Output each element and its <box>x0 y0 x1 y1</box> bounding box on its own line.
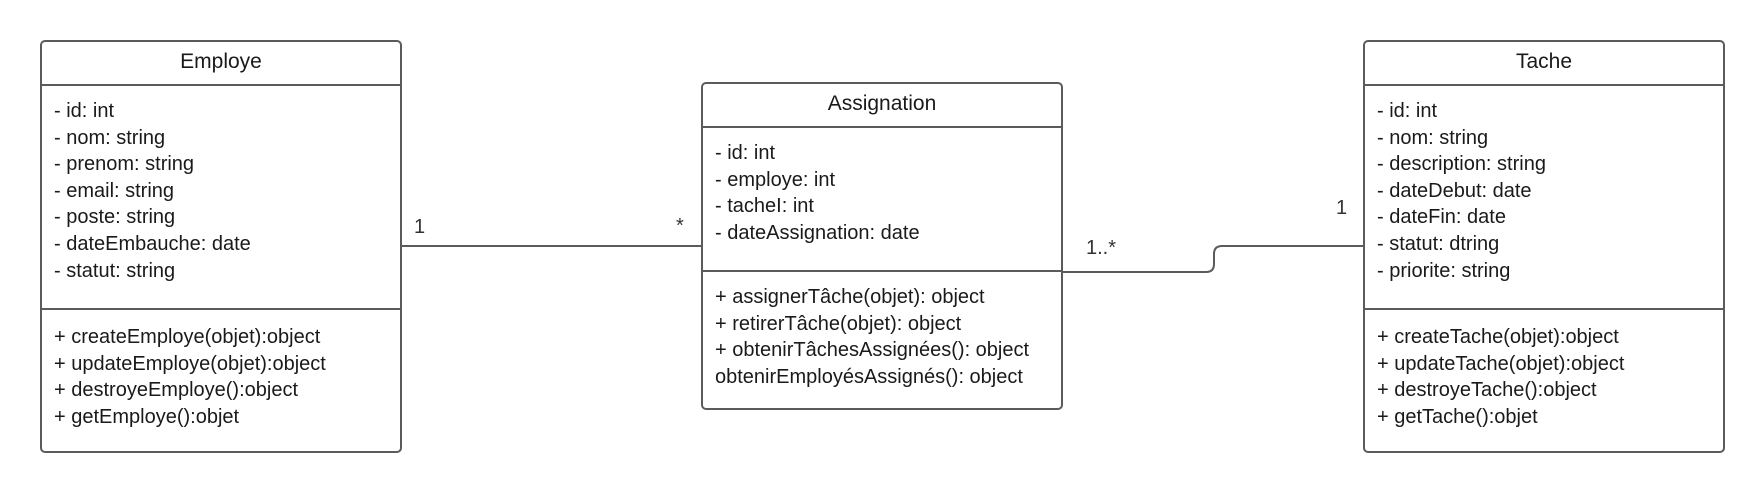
attribute: - id: int <box>54 100 115 122</box>
divider <box>42 308 400 310</box>
multiplicity-tache-side: 1 <box>1336 197 1348 219</box>
class-tache[interactable]: Tache - id: int - nom: string - descript… <box>1363 40 1725 453</box>
method: + destroyeTache():object <box>1377 379 1597 402</box>
method: + assignerTâche(objet): object <box>715 286 985 308</box>
method: + getTache():objet <box>1377 405 1538 428</box>
methods-employe: + createEmploye(objet):object + updateEm… <box>42 312 400 430</box>
method: + createTache(objet):object <box>1377 326 1619 348</box>
attribute: - id: int <box>715 142 776 164</box>
class-name-tache: Tache <box>1365 42 1723 86</box>
attribute: - email: string <box>54 179 175 202</box>
method: + updateEmploye(objet):object <box>54 352 326 375</box>
method: + destroyeEmploye():object <box>54 379 299 402</box>
attributes-employe: - id: int - nom: string - prenom: string… <box>42 86 400 284</box>
attribute: - priorite: string <box>1377 259 1511 282</box>
attribute: - statut: dtring <box>1377 232 1500 255</box>
methods-assignation: + assignerTâche(objet): object + retirer… <box>703 272 1061 390</box>
attribute: - prenom: string <box>54 153 195 176</box>
attribute: - dateAssignation: date <box>715 221 920 244</box>
attribute: - tacheI: int <box>715 195 814 218</box>
attribute: - description: string <box>1377 153 1546 176</box>
attribute: - statut: string <box>54 259 176 282</box>
attributes-tache: - id: int - nom: string - description: s… <box>1365 86 1723 284</box>
method: + getEmploye():objet <box>54 405 240 428</box>
method: + createEmploye(objet):object <box>54 326 321 348</box>
methods-tache: + createTache(objet):object + updateTach… <box>1365 312 1723 430</box>
attribute: - id: int <box>1377 100 1438 122</box>
method: obtenirEmployésAssignés(): object <box>715 365 1023 388</box>
attribute: - dateFin: date <box>1377 206 1506 229</box>
divider <box>703 270 1061 272</box>
association-assignation-tache <box>1062 245 1364 273</box>
class-employe[interactable]: Employe - id: int - nom: string - prenom… <box>40 40 402 453</box>
method: + retirerTâche(objet): object <box>715 312 962 335</box>
attribute: - nom: string <box>54 126 166 149</box>
attribute: - poste: string <box>54 206 176 229</box>
multiplicity-assignation-tache-side: 1..* <box>1086 237 1117 259</box>
multiplicity-assignation-side: * <box>676 215 684 237</box>
attribute: - employe: int <box>715 168 836 191</box>
attribute: - dateEmbauche: date <box>54 232 251 255</box>
method: + updateTache(objet):object <box>1377 352 1625 375</box>
class-name-assignation: Assignation <box>703 84 1061 128</box>
divider <box>1365 308 1723 310</box>
class-assignation[interactable]: Assignation - id: int - employe: int - t… <box>701 82 1063 410</box>
attribute: - nom: string <box>1377 126 1489 149</box>
class-name-employe: Employe <box>42 42 400 86</box>
attributes-assignation: - id: int - employe: int - tacheI: int -… <box>703 128 1061 246</box>
multiplicity-employe-side: 1 <box>414 216 426 238</box>
method: + obtenirTâchesAssignées(): object <box>715 339 1030 362</box>
attribute: - dateDebut: date <box>1377 179 1532 202</box>
